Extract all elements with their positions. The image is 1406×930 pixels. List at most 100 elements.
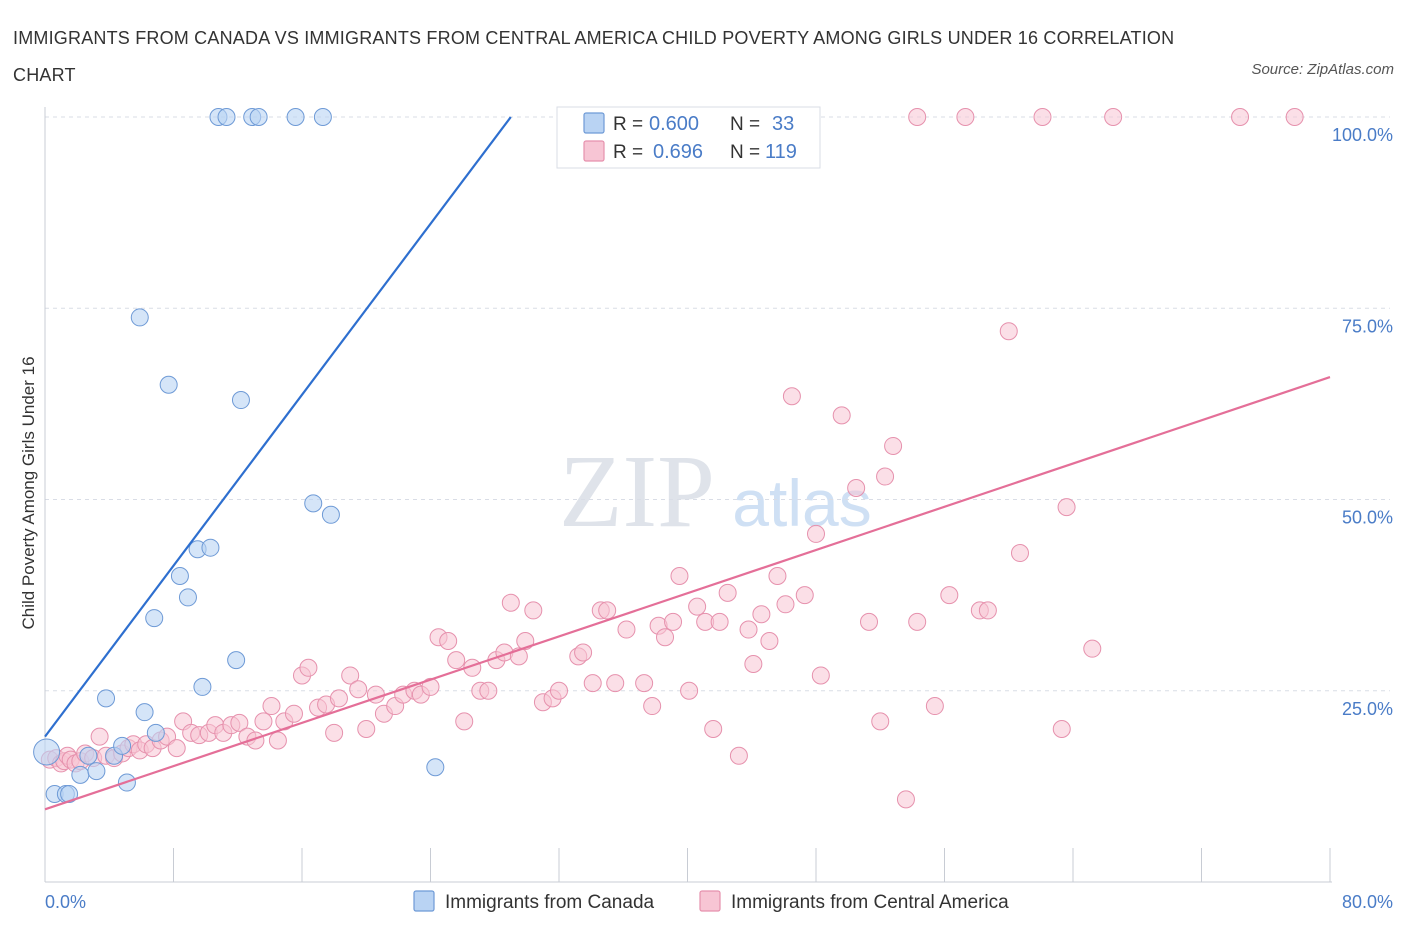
chart-source: Source: ZipAtlas.com xyxy=(1251,61,1394,78)
point-canada xyxy=(201,538,220,557)
y-tick-label: 50.0% xyxy=(1342,508,1393,528)
point-central-america xyxy=(1083,639,1102,658)
point-central-america xyxy=(598,601,617,620)
point-central-america xyxy=(230,713,249,732)
point-central-america xyxy=(768,567,787,585)
point-central-america xyxy=(656,628,675,647)
point-canada xyxy=(217,108,236,126)
trend-lines xyxy=(44,116,1331,811)
point-central-america xyxy=(876,467,895,486)
point-central-america xyxy=(925,697,944,716)
point-central-america xyxy=(447,651,466,670)
point-central-america xyxy=(1231,108,1250,126)
legend-r-label-central-america: R = xyxy=(613,142,643,163)
point-central-america xyxy=(524,601,543,620)
legend-r-label-canada: R = xyxy=(613,114,643,135)
point-central-america xyxy=(574,643,593,662)
point-central-america xyxy=(455,712,474,731)
point-central-america xyxy=(1052,720,1071,738)
point-central-america xyxy=(617,620,636,639)
point-central-america xyxy=(329,689,348,708)
point-central-america xyxy=(811,666,830,685)
series-canada-points xyxy=(33,108,597,804)
point-canada xyxy=(79,746,98,765)
point-central-america xyxy=(664,612,683,631)
point-central-america xyxy=(670,567,689,585)
bottom-legend-label-canada: Immigrants from Canada xyxy=(445,892,655,913)
point-central-america xyxy=(710,612,729,631)
watermark-zip: ZIP xyxy=(559,434,715,549)
point-canada xyxy=(313,108,332,126)
point-canada xyxy=(87,762,106,781)
bottom-legend-label-central-america: Immigrants from Central America xyxy=(731,892,1009,913)
trend-line-central-america xyxy=(44,376,1331,811)
point-central-america xyxy=(606,674,625,693)
point-canada xyxy=(145,609,164,628)
point-canada xyxy=(159,375,178,394)
point-central-america xyxy=(1104,108,1123,126)
bottom-legend-swatch-central-america xyxy=(699,890,721,912)
bottom-legend-swatch-canada xyxy=(413,890,435,912)
point-central-america xyxy=(341,666,360,685)
point-central-america xyxy=(776,595,795,614)
chart-title: IMMIGRANTS FROM CANADA VS IMMIGRANTS FRO… xyxy=(13,28,1175,85)
legend-n-value-canada: 33 xyxy=(772,113,794,135)
point-central-america xyxy=(1057,498,1076,517)
point-central-america xyxy=(744,654,763,673)
point-central-america xyxy=(860,612,879,631)
legend-n-label-central-america: N = xyxy=(730,142,760,163)
point-canada xyxy=(97,689,116,708)
point-canada xyxy=(146,723,165,742)
x-tick-label: 0.0% xyxy=(45,892,86,912)
series-legend: Immigrants from Canada Immigrants from C… xyxy=(413,890,1009,913)
point-central-america xyxy=(357,720,376,738)
y-tick-label: 25.0% xyxy=(1342,699,1393,719)
series-central-america-points xyxy=(40,108,1304,809)
trend-line-canada xyxy=(44,116,512,738)
point-central-america xyxy=(254,712,273,731)
point-canada xyxy=(60,785,79,804)
x-tick-label: 80.0% xyxy=(1342,892,1393,912)
point-central-america xyxy=(940,586,959,605)
legend-swatch-canada xyxy=(583,112,605,134)
point-central-america xyxy=(739,620,758,639)
point-central-america xyxy=(832,406,851,425)
correlation-legend: R = 0.600 N = 33 R = 0.696 N = 119 xyxy=(556,106,821,169)
point-central-america xyxy=(908,108,927,126)
point-central-america xyxy=(583,674,602,693)
point-central-america xyxy=(439,632,458,651)
legend-r-value-central-america: 0.696 xyxy=(653,141,703,163)
point-central-america xyxy=(729,746,748,765)
point-central-america xyxy=(956,108,975,126)
point-central-america xyxy=(167,739,186,758)
point-canada xyxy=(170,567,189,585)
point-central-america xyxy=(978,601,997,620)
point-canada xyxy=(249,108,268,126)
legend-swatch-central-america xyxy=(583,140,605,162)
point-central-america xyxy=(550,681,568,700)
point-central-america xyxy=(718,583,737,602)
point-central-america xyxy=(268,731,287,750)
point-central-america xyxy=(871,712,890,731)
point-central-america xyxy=(680,681,699,700)
point-central-america xyxy=(795,586,814,605)
point-central-america xyxy=(299,658,318,677)
point-canada xyxy=(33,738,61,766)
point-central-america xyxy=(752,605,771,624)
point-central-america xyxy=(807,524,825,543)
legend-n-value-central-america: 119 xyxy=(765,141,797,163)
point-canada xyxy=(135,703,154,722)
y-tick-label: 75.0% xyxy=(1342,316,1393,336)
point-central-america xyxy=(635,674,654,693)
point-central-america xyxy=(847,479,866,498)
point-canada xyxy=(71,765,90,784)
point-central-america xyxy=(1285,108,1304,126)
y-tick-label: 100.0% xyxy=(1332,125,1393,145)
point-canada xyxy=(321,505,340,524)
point-central-america xyxy=(782,387,801,406)
point-central-america xyxy=(325,723,344,742)
point-central-america xyxy=(349,680,368,699)
point-canada xyxy=(113,736,132,755)
point-canada xyxy=(304,494,323,513)
